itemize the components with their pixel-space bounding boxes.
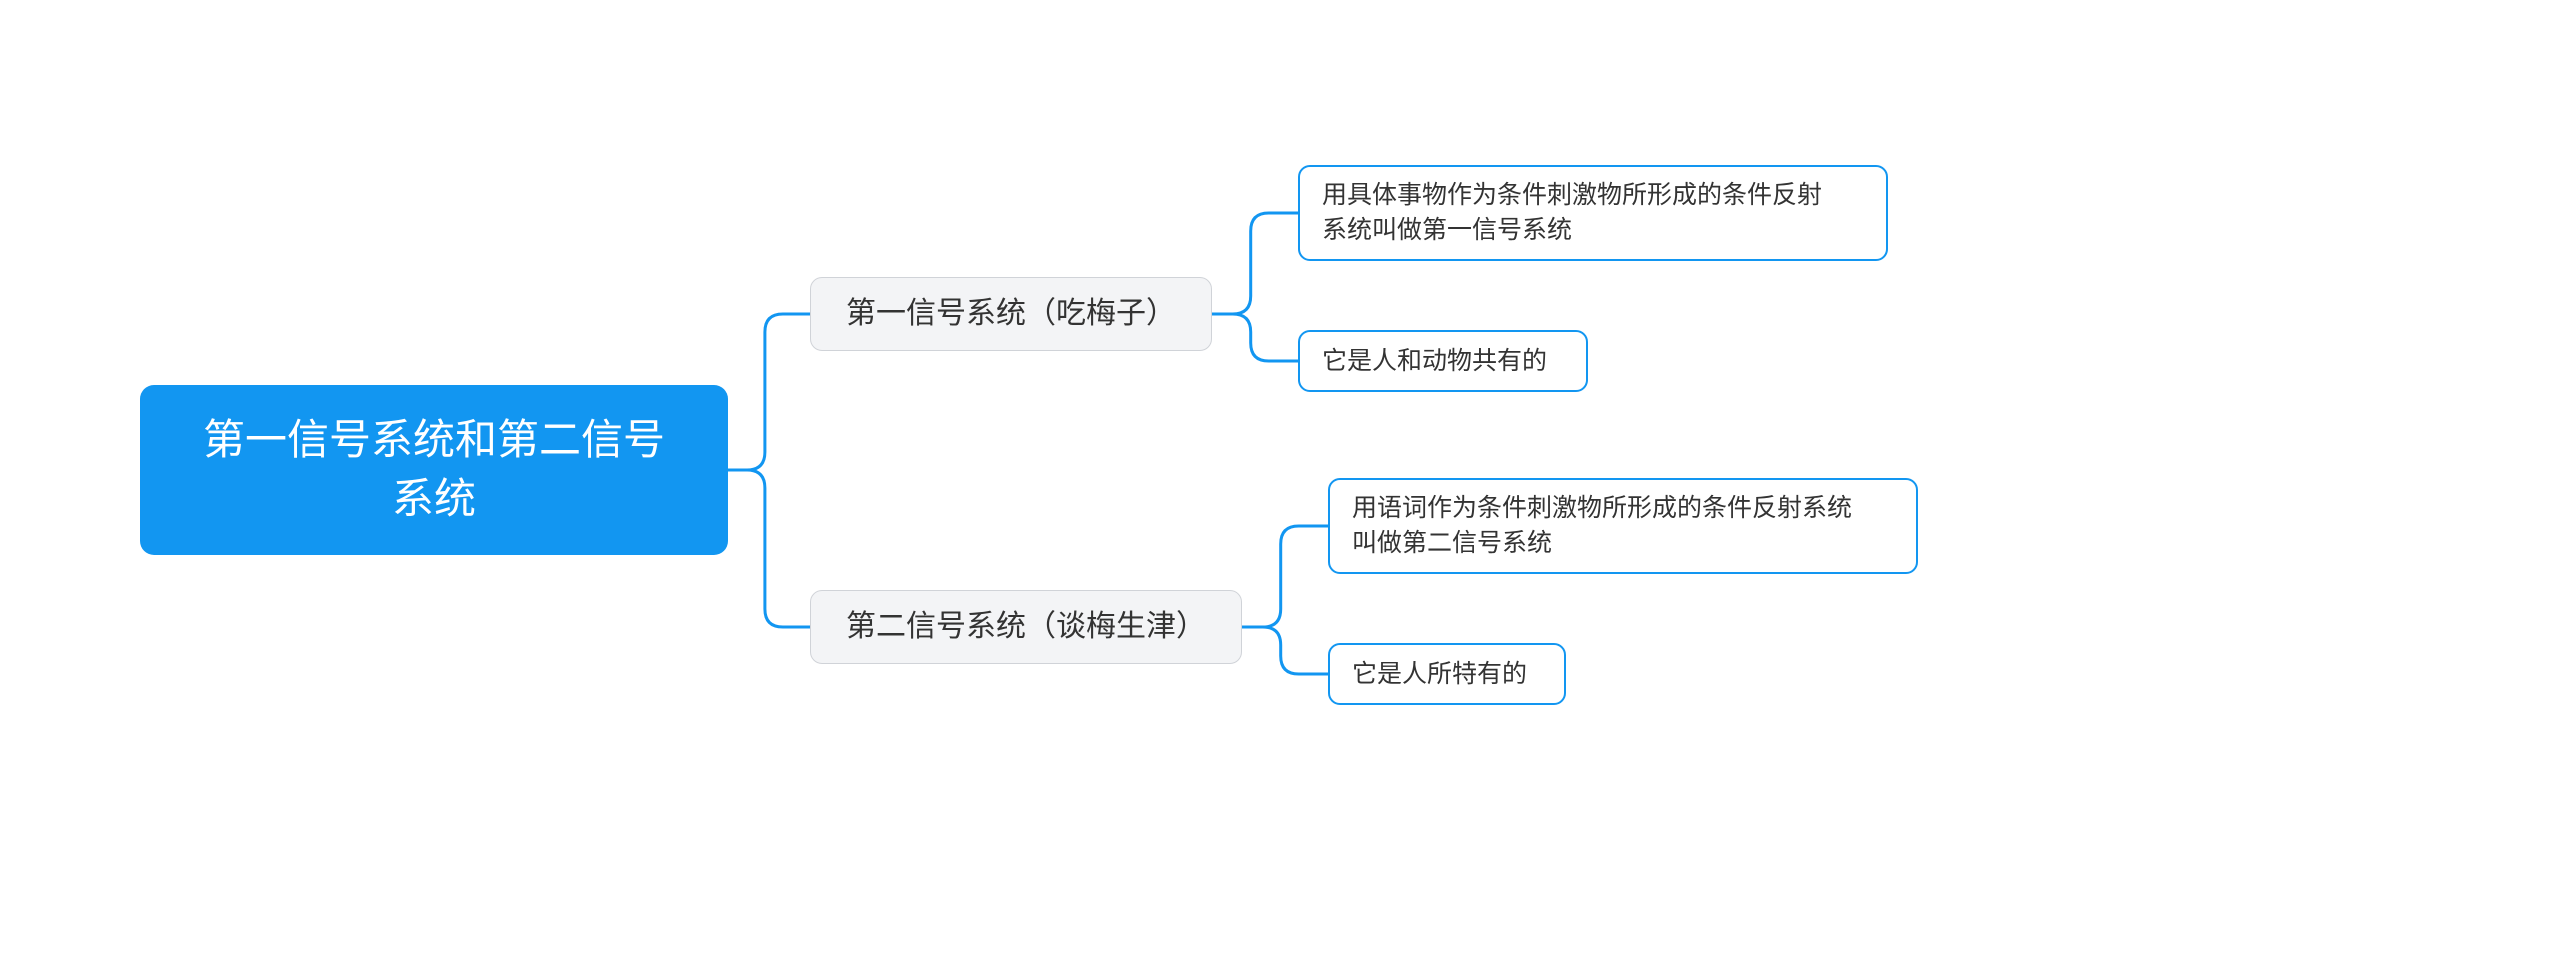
mindmap-canvas: 第一信号系统和第二信号系统 第一信号系统（吃梅子） 用具体事物作为条件刺激物所形…: [0, 0, 2560, 953]
branch-node-second-signal[interactable]: 第二信号系统（谈梅生津）: [810, 590, 1242, 664]
leaf-node-second-signal-definition[interactable]: 用语词作为条件刺激物所形成的条件反射系统叫做第二信号系统: [1328, 478, 1918, 574]
leaf-node-first-signal-definition[interactable]: 用具体事物作为条件刺激物所形成的条件反射系统叫做第一信号系统: [1298, 165, 1888, 261]
root-node[interactable]: 第一信号系统和第二信号系统: [140, 385, 728, 555]
leaf-node-first-signal-shared[interactable]: 它是人和动物共有的: [1298, 330, 1588, 392]
branch-node-first-signal[interactable]: 第一信号系统（吃梅子）: [810, 277, 1212, 351]
leaf-node-second-signal-unique[interactable]: 它是人所特有的: [1328, 643, 1566, 705]
